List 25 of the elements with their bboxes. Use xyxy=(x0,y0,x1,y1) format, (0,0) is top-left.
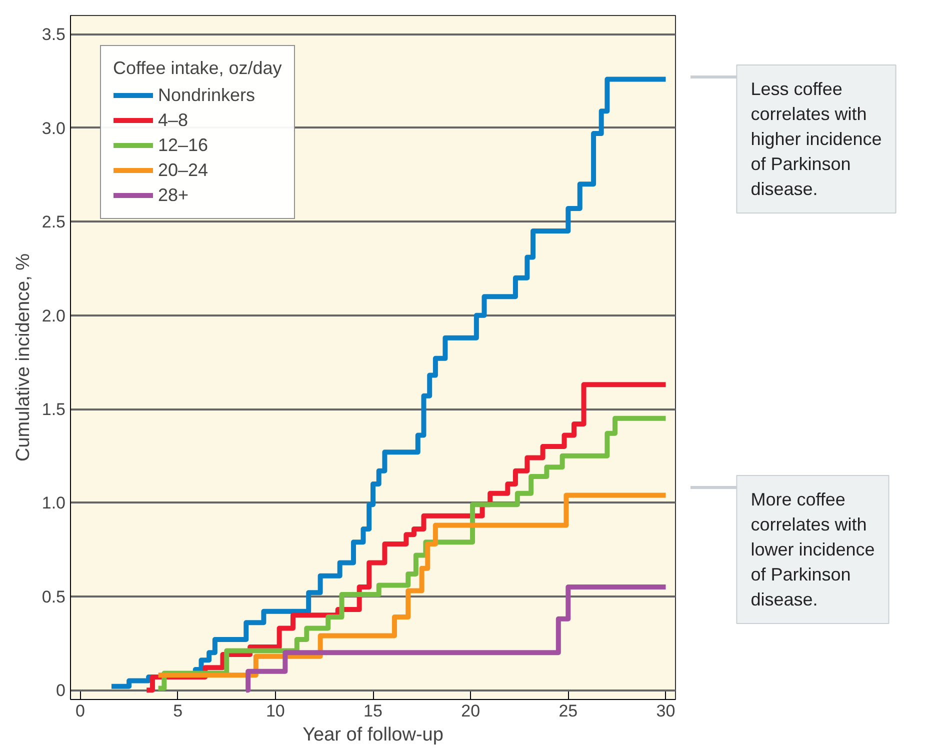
x-tick-label: 15 xyxy=(364,702,382,720)
text: Less coffee correlates with higher incidence of Parkinson disease. xyxy=(750,79,882,200)
x-tick-label: 25 xyxy=(558,702,578,720)
legend-label: 20–24 xyxy=(158,159,208,181)
y-tick-label: 0.5 xyxy=(42,587,66,606)
y-tick-label: 0 xyxy=(56,681,66,700)
x-tick-label: 30 xyxy=(656,702,676,720)
y-axis-title: Cumulative incidence, % xyxy=(12,253,34,462)
x-axis-title: Year of follow-up xyxy=(302,724,444,746)
y-tick-label: 2.0 xyxy=(42,306,66,326)
y-tick-label: 3.5 xyxy=(42,25,66,44)
y-tick-label: 2.5 xyxy=(42,212,66,232)
x-tick-label: 10 xyxy=(266,702,285,720)
x-tick-label: 0 xyxy=(76,702,85,720)
legend-title: Coffee intake, oz/day xyxy=(113,58,282,79)
legend-label: Nondrinkers xyxy=(158,84,256,106)
y-tick-label: 1.0 xyxy=(42,494,66,513)
x-tick-label: 20 xyxy=(461,702,480,720)
legend-label: 12–16 xyxy=(158,134,208,156)
y-tick-label: 1.5 xyxy=(42,400,66,420)
x-tick-label: 5 xyxy=(173,702,183,720)
y-tick-label: 3.0 xyxy=(42,118,66,138)
legend-label: 28+ xyxy=(158,184,189,206)
text: More coffee correlates with lower incidence of Parkinson disease. xyxy=(750,489,875,610)
legend-label: 4–8 xyxy=(158,109,188,131)
